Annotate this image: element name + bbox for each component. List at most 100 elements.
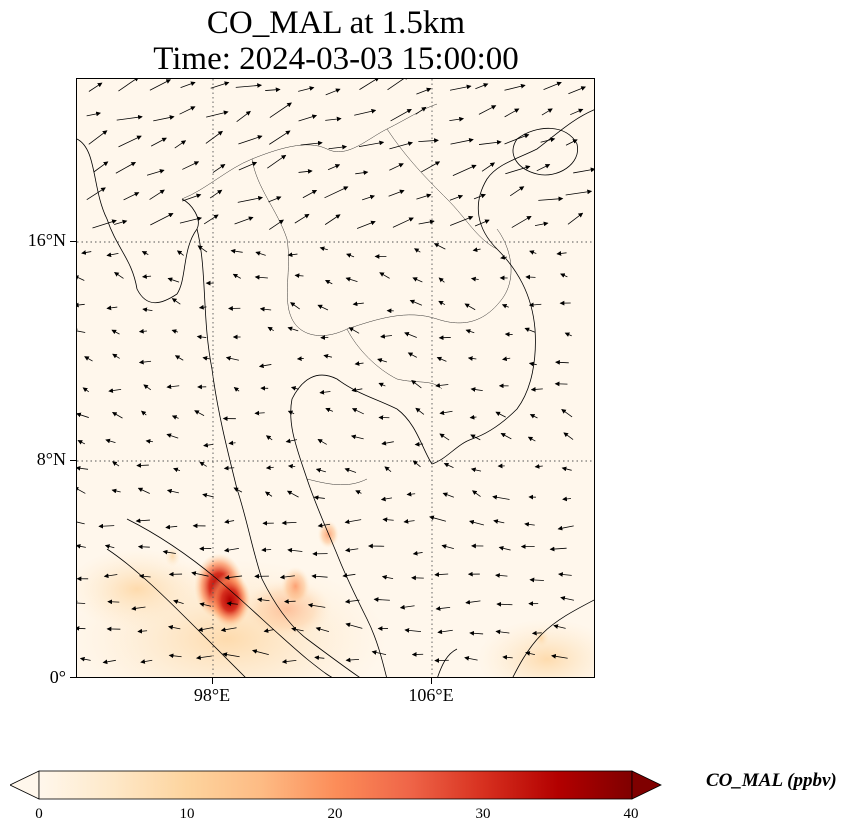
wind-arrow <box>324 214 341 225</box>
wind-arrow <box>404 332 417 338</box>
wind-arrow <box>415 106 427 115</box>
wind-arrow <box>285 438 298 444</box>
wind-arrow <box>416 193 432 200</box>
wind-arrow <box>355 170 369 176</box>
wind-arrow <box>500 433 512 440</box>
wind-arrow <box>452 164 477 176</box>
wind-arrow <box>449 116 465 122</box>
wind-arrow <box>561 466 572 472</box>
wind-arrow <box>399 604 415 610</box>
lat-tick <box>70 677 76 678</box>
wind-arrow <box>474 219 490 227</box>
wind-arrow <box>77 412 89 418</box>
wind-arrow <box>475 83 489 90</box>
wind-arrow <box>251 649 269 656</box>
wind-arrow <box>525 651 535 656</box>
wind-arrow <box>568 86 586 95</box>
wind-arrow <box>504 108 520 118</box>
wind-arrow <box>389 141 413 150</box>
wind-arrow <box>298 114 318 122</box>
wind-arrow <box>551 653 568 659</box>
wind-arrow <box>296 356 304 361</box>
wind-arrow <box>261 547 272 553</box>
wind-arrow <box>174 140 187 149</box>
lon-label-98e: 98°E <box>193 685 231 705</box>
wind-arrow <box>345 657 360 663</box>
lat-tick <box>70 241 76 242</box>
wind-arrow <box>345 547 359 553</box>
wind-arrow <box>534 221 549 227</box>
wind-arrow <box>390 108 412 122</box>
wind-arrow <box>136 463 149 468</box>
wind-arrow <box>505 165 531 175</box>
wind-arrow <box>464 303 476 311</box>
wind-arrow <box>166 433 179 439</box>
wind-arrow <box>498 545 511 551</box>
wind-arrow <box>528 302 542 308</box>
wind-arrow <box>111 411 123 419</box>
co-hotspot <box>533 627 550 649</box>
wind-arrow <box>265 87 281 93</box>
wind-arrow <box>465 329 475 334</box>
wind-arrow <box>439 410 453 416</box>
wind-arrow <box>268 196 282 203</box>
wind-arrow <box>371 650 387 655</box>
wind-arrow <box>269 219 284 230</box>
wind-arrow <box>166 384 180 390</box>
wind-arrow <box>212 164 226 173</box>
wind-arrow <box>438 277 445 283</box>
wind-arrow <box>137 487 150 494</box>
wind-arrow <box>324 186 349 199</box>
wind-arrow <box>142 307 153 313</box>
wind-arrow <box>194 410 205 416</box>
wind-arrow <box>388 189 405 197</box>
wind-arrow <box>470 467 482 473</box>
wind-arrow <box>206 110 229 118</box>
wind-arrow <box>351 387 363 393</box>
wind-arrow <box>222 652 240 658</box>
wind-arrow <box>102 659 116 665</box>
wind-arrow <box>534 463 543 469</box>
wind-arrow <box>406 491 416 497</box>
colorbar-extend-max <box>631 770 662 800</box>
wind-arrow <box>103 573 118 579</box>
wind-arrow <box>77 275 85 281</box>
wind-arrow <box>442 492 454 498</box>
wind-arrow <box>166 488 179 494</box>
wind-arrow <box>294 213 310 224</box>
wind-arrow <box>88 82 103 92</box>
wind-arrow <box>237 195 264 203</box>
wind-arrow <box>298 86 315 92</box>
wind-arrow <box>450 215 474 226</box>
wind-arrow <box>137 544 150 550</box>
wind-arrow <box>549 546 567 552</box>
wind-arrow <box>541 108 553 116</box>
wind-arrow <box>77 486 86 494</box>
colorbar-label: CO_MAL (ppbv) <box>706 770 837 791</box>
wind-arrow <box>106 305 118 311</box>
wind-arrow <box>138 359 152 365</box>
wind-arrow <box>202 356 211 361</box>
wind-arrow <box>113 272 124 279</box>
map-panel[interactable] <box>76 78 595 678</box>
wind-arrow <box>317 523 331 528</box>
wind-arrow <box>171 298 181 305</box>
wind-arrow <box>106 252 119 258</box>
wind-arrow <box>298 169 313 174</box>
wind-arrow <box>281 520 297 526</box>
gridlines <box>77 79 594 677</box>
wind-arrow <box>238 135 263 145</box>
wind-arrow <box>171 329 179 334</box>
wind-arrow <box>509 186 525 197</box>
wind-arrow <box>197 627 214 632</box>
wind-arrow <box>92 219 117 229</box>
wind-arrow <box>203 214 219 225</box>
wind-arrow <box>196 334 207 340</box>
wind-arrow <box>412 550 423 556</box>
wind-arrow <box>471 490 481 497</box>
wind-arrow <box>439 433 450 441</box>
wind-arrow <box>438 300 446 306</box>
wind-arrow <box>238 161 258 171</box>
wind-arrow <box>232 273 241 279</box>
wind-arrow <box>267 154 287 169</box>
